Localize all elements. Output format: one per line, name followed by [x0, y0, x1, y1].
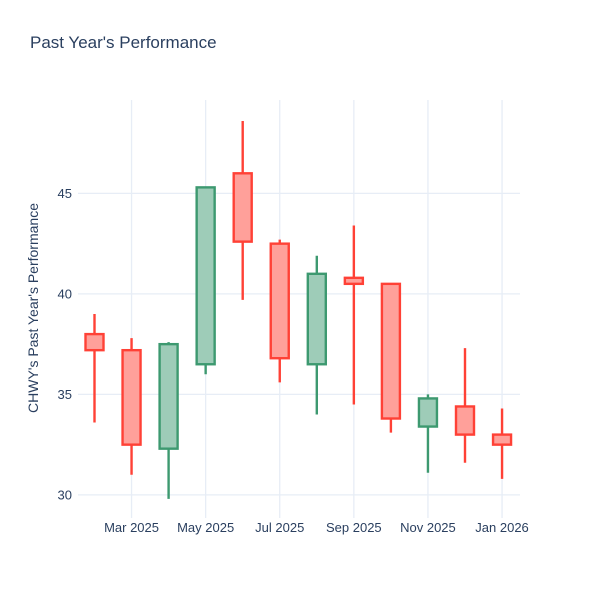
candle-dec-2025[interactable] — [454, 348, 476, 463]
x-tick-label: Nov 2025 — [400, 520, 456, 535]
candle-jan-2026[interactable] — [491, 408, 513, 479]
candle-apr-2025-body[interactable] — [158, 342, 179, 450]
chart-title: Past Year's Performance — [30, 33, 217, 52]
x-tick-label: Sep 2025 — [326, 520, 382, 535]
candle-oct-2025[interactable] — [380, 282, 402, 433]
candle-sep-2025[interactable] — [343, 225, 365, 405]
x-tick-label: May 2025 — [177, 520, 234, 535]
candle-jun-2025[interactable] — [232, 121, 253, 300]
candle-jun-2025-body[interactable] — [232, 172, 253, 243]
candle-mar-2025-body[interactable] — [121, 348, 142, 446]
x-tick-label: Jul 2025 — [255, 520, 304, 535]
candle-aug-2025-body[interactable] — [306, 272, 327, 366]
y-tick-label: 35 — [58, 387, 72, 402]
candle-feb-2025-body[interactable] — [84, 332, 105, 352]
y-tick-label: 30 — [58, 487, 72, 502]
candle-nov-2025-body[interactable] — [417, 397, 439, 428]
candle-nov-2025[interactable] — [417, 394, 439, 473]
candle-may-2025-body[interactable] — [195, 186, 216, 366]
x-tick-label: Mar 2025 — [104, 520, 159, 535]
candle-mar-2025[interactable] — [121, 338, 142, 475]
candle-feb-2025[interactable] — [84, 314, 105, 423]
y-tick-label: 45 — [58, 186, 72, 201]
candle-apr-2025[interactable] — [158, 342, 179, 499]
candle-may-2025[interactable] — [195, 186, 216, 375]
candle-dec-2025-body[interactable] — [454, 405, 476, 436]
y-axis-title: CHWY's Past Year's Performance — [25, 203, 41, 413]
y-tick-label: 40 — [58, 286, 72, 301]
candle-aug-2025[interactable] — [306, 255, 327, 415]
candle-jul-2025-body[interactable] — [269, 242, 290, 360]
candle-sep-2025-body[interactable] — [343, 276, 365, 286]
x-tick-label: Jan 2026 — [475, 520, 529, 535]
candle-oct-2025-body[interactable] — [380, 282, 402, 420]
candle-jul-2025[interactable] — [269, 239, 290, 383]
candle-jan-2026-body[interactable] — [491, 433, 513, 446]
